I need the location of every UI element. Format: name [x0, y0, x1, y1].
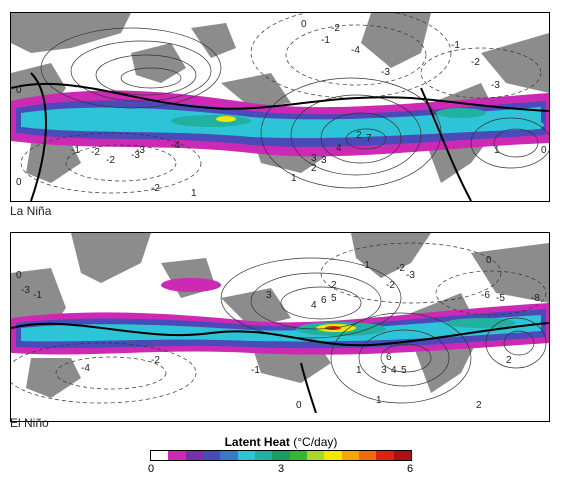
- colorbar-segment: [341, 451, 359, 460]
- contour-label: 3: [266, 290, 272, 301]
- contour-label: -2: [106, 155, 115, 166]
- contour-label: 0: [16, 270, 22, 281]
- contour-label: -5: [496, 293, 505, 304]
- la-nina-map: 0 -1 -2 -3 -4 -1 -2 -3 0 2 1 4 7 3 0 -3 …: [11, 13, 549, 201]
- contour-label: -6: [481, 290, 490, 301]
- colorbar-segment: [185, 451, 203, 460]
- colorbar-segment: [202, 451, 221, 460]
- contour-label: -4: [171, 140, 180, 151]
- contour-label: 0: [301, 19, 307, 30]
- contour-label: 0: [16, 85, 22, 96]
- colorbar-segment: [289, 451, 307, 460]
- colorbar: [150, 450, 412, 461]
- contour-label: -3: [491, 80, 500, 91]
- contour-value-labels: 0 -1 -2 -3 -4 -1 -2 -3 0 2 1 4 7 3 0 -3 …: [16, 19, 547, 199]
- colorbar-segment: [272, 451, 290, 460]
- contour-label: -2: [386, 280, 395, 291]
- contour-label: -1: [251, 365, 260, 376]
- colorbar-segment: [393, 451, 411, 460]
- contour-label: 5: [331, 293, 337, 304]
- contour-lines: [40, 27, 549, 189]
- colorbar-segment: [168, 451, 186, 460]
- contour-label: 2: [476, 400, 482, 411]
- colorbar-segment: [254, 451, 273, 460]
- contour-label: 0: [486, 255, 492, 266]
- contour-label: 3: [321, 155, 327, 166]
- contour-label: 3: [381, 365, 387, 376]
- colorbar-unit: (°C/day): [293, 435, 338, 449]
- contour-label: -3: [136, 145, 145, 156]
- contour-label: 6: [321, 295, 327, 306]
- contour-label: -3: [381, 67, 390, 78]
- contour-label: 0: [296, 400, 302, 411]
- colorbar-tick-6: 6: [406, 463, 414, 475]
- la-nina-map-panel: 0 -1 -2 -3 -4 -1 -2 -3 0 2 1 4 7 3 0 -3 …: [10, 12, 550, 202]
- contour-label: -3: [131, 150, 140, 161]
- latent-heat-band: [11, 278, 549, 355]
- colorbar-segment: [358, 451, 377, 460]
- colorbar-segment: [151, 451, 169, 460]
- contour-label: -2: [151, 355, 160, 366]
- contour-label: 4: [336, 143, 342, 154]
- contour-label: 3: [311, 153, 317, 164]
- contour-label: 1: [356, 365, 362, 376]
- colorbar-segment: [306, 451, 325, 460]
- colorbar-segment: [376, 451, 394, 460]
- la-nina-panel-label: La Niña: [10, 204, 52, 218]
- contour-label: 5: [401, 365, 407, 376]
- colorbar-tick-0: 0: [147, 463, 155, 475]
- colorbar-segment: [324, 451, 342, 460]
- negative-contours: [11, 242, 547, 404]
- contour-label: -1: [361, 260, 370, 271]
- latent-heat-band: [11, 90, 549, 157]
- el-nino-map: 0 -1 -2 -3 -2 2 5 3 4 6 0 -1 -3 -4 -2 1 …: [11, 233, 549, 413]
- contour-label: 1: [376, 395, 382, 406]
- contour-value-labels: 0 -1 -2 -3 -2 2 5 3 4 6 0 -1 -3 -4 -2 1 …: [16, 255, 540, 411]
- contour-label: -8: [531, 293, 540, 304]
- contour-label: 6: [386, 352, 392, 363]
- contour-label: 2: [331, 280, 337, 291]
- colorbar-title-text: Latent Heat: [224, 435, 290, 449]
- contour-label: -2: [151, 183, 160, 194]
- colorbar-tick-3: 3: [277, 463, 285, 475]
- contour-label: -4: [351, 45, 360, 56]
- contour-label: -2: [396, 263, 405, 274]
- zero-contours: [11, 72, 549, 201]
- contour-label: 2: [356, 130, 362, 141]
- el-nino-panel-label: El Niño: [10, 416, 49, 430]
- colorbar-segment: [220, 451, 238, 460]
- contour-label: -1: [71, 145, 80, 156]
- zero-contours: [11, 322, 549, 413]
- contour-label: 2: [506, 355, 512, 366]
- contour-label: -2: [331, 23, 340, 34]
- contour-label: -2: [471, 57, 480, 68]
- colorbar-segment: [237, 451, 255, 460]
- contour-label: -4: [81, 363, 90, 374]
- contour-label: 1: [494, 145, 500, 156]
- contour-label: 1: [291, 173, 297, 184]
- contour-label: 4: [311, 300, 317, 311]
- el-nino-map-panel: 0 -1 -2 -3 -2 2 5 3 4 6 0 -1 -3 -4 -2 1 …: [10, 232, 550, 422]
- contour-label: -1: [451, 40, 460, 51]
- contour-label: 0: [16, 177, 22, 188]
- contour-label: 0: [541, 145, 547, 156]
- contour-label: -2: [91, 147, 100, 158]
- contour-label: -1: [321, 35, 330, 46]
- colorbar-title: Latent Heat (°C/day): [0, 435, 562, 449]
- contour-label: -3: [406, 270, 415, 281]
- negative-contours: [20, 13, 542, 194]
- contour-label: 2: [311, 163, 317, 174]
- contour-label: 7: [366, 133, 372, 144]
- contour-label: -3: [21, 285, 30, 296]
- contour-label: 1: [191, 188, 197, 199]
- contour-lines: [220, 257, 547, 404]
- contour-label: 4: [391, 365, 397, 376]
- contour-label: -1: [33, 290, 42, 301]
